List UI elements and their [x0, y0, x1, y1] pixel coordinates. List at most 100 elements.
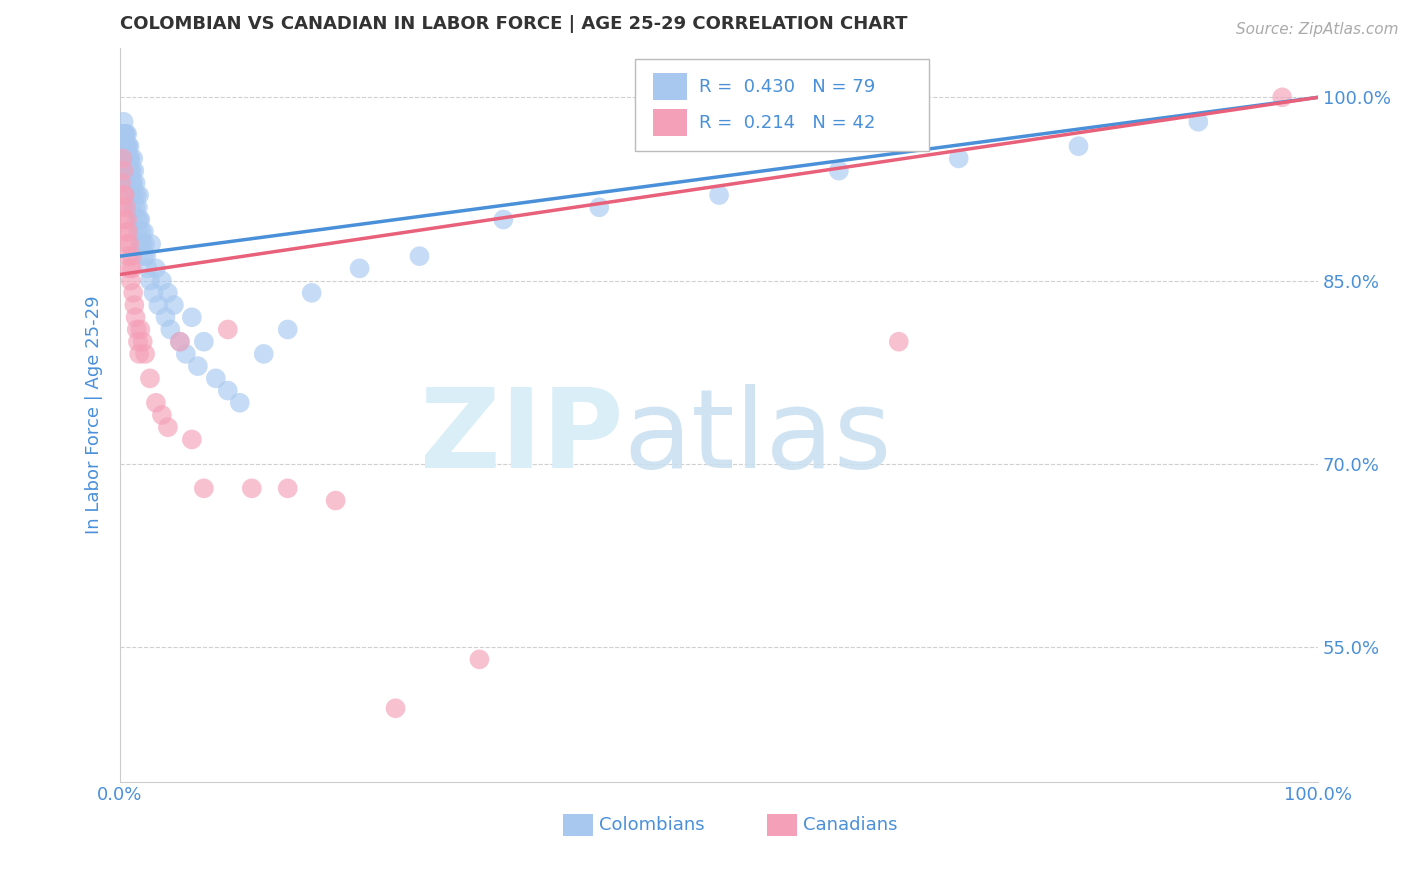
Point — [117, 139, 139, 153]
Point — [156, 420, 179, 434]
Point — [131, 225, 153, 239]
Point — [139, 371, 162, 385]
Point — [124, 200, 146, 214]
Point — [129, 322, 152, 336]
Point — [384, 701, 406, 715]
Point — [174, 347, 197, 361]
Point — [124, 163, 146, 178]
Point — [127, 225, 149, 239]
Point — [135, 249, 157, 263]
Text: Canadians: Canadians — [803, 816, 897, 834]
Point — [114, 188, 136, 202]
Point — [111, 152, 134, 166]
Point — [136, 261, 159, 276]
Point — [408, 249, 430, 263]
Point — [115, 200, 138, 214]
Point — [229, 396, 252, 410]
Point — [128, 347, 150, 361]
Point — [129, 236, 152, 251]
Point — [114, 152, 136, 166]
Point — [134, 236, 156, 251]
Point — [349, 261, 371, 276]
Point — [132, 236, 155, 251]
Point — [115, 139, 138, 153]
Point — [139, 274, 162, 288]
Point — [112, 188, 135, 202]
Point — [155, 310, 177, 325]
Point — [118, 236, 141, 251]
Point — [1067, 139, 1090, 153]
Point — [112, 127, 135, 141]
Point — [468, 652, 491, 666]
Text: R =  0.214   N = 42: R = 0.214 N = 42 — [699, 114, 875, 132]
Point — [277, 481, 299, 495]
Point — [139, 236, 162, 251]
Point — [118, 139, 141, 153]
Point — [121, 176, 143, 190]
Point — [115, 127, 138, 141]
Point — [117, 249, 139, 263]
Point — [120, 188, 142, 202]
Point — [128, 212, 150, 227]
Point — [828, 163, 851, 178]
Point — [112, 163, 135, 178]
Point — [125, 322, 148, 336]
Point — [204, 371, 226, 385]
Point — [124, 176, 146, 190]
Text: ZIP: ZIP — [420, 384, 623, 491]
Point — [115, 163, 138, 178]
Point — [115, 152, 138, 166]
Point — [114, 139, 136, 153]
FancyBboxPatch shape — [768, 814, 797, 836]
Point — [588, 200, 610, 214]
Point — [111, 152, 134, 166]
Point — [121, 163, 143, 178]
Point — [111, 200, 134, 214]
Point — [124, 188, 146, 202]
Text: R =  0.430   N = 79: R = 0.430 N = 79 — [699, 78, 875, 95]
Point — [122, 152, 145, 166]
Point — [117, 163, 139, 178]
Point — [948, 152, 970, 166]
Point — [128, 188, 150, 202]
FancyBboxPatch shape — [564, 814, 593, 836]
Point — [301, 285, 323, 300]
Point — [132, 225, 155, 239]
Point — [707, 188, 730, 202]
Point — [122, 176, 145, 190]
Point — [120, 274, 142, 288]
Text: atlas: atlas — [623, 384, 891, 491]
Point — [114, 212, 136, 227]
Point — [115, 225, 138, 239]
Point — [142, 285, 165, 300]
Point — [193, 334, 215, 349]
Point — [887, 334, 910, 349]
Point — [121, 249, 143, 263]
Point — [112, 139, 135, 153]
FancyBboxPatch shape — [654, 72, 686, 100]
Point — [169, 334, 191, 349]
Point — [217, 322, 239, 336]
Point — [148, 298, 170, 312]
Point — [127, 200, 149, 214]
Point — [110, 139, 132, 153]
Point — [132, 249, 155, 263]
Point — [325, 493, 347, 508]
Point — [115, 236, 138, 251]
FancyBboxPatch shape — [636, 60, 929, 151]
Point — [132, 334, 155, 349]
Point — [118, 261, 141, 276]
Point — [492, 212, 515, 227]
Point — [134, 347, 156, 361]
Point — [180, 433, 202, 447]
Point — [118, 152, 141, 166]
Point — [115, 176, 138, 190]
Text: Source: ZipAtlas.com: Source: ZipAtlas.com — [1236, 22, 1399, 37]
Point — [150, 274, 173, 288]
Point — [129, 212, 152, 227]
Point — [117, 152, 139, 166]
Point — [121, 261, 143, 276]
Point — [111, 127, 134, 141]
Point — [240, 481, 263, 495]
Point — [112, 114, 135, 128]
